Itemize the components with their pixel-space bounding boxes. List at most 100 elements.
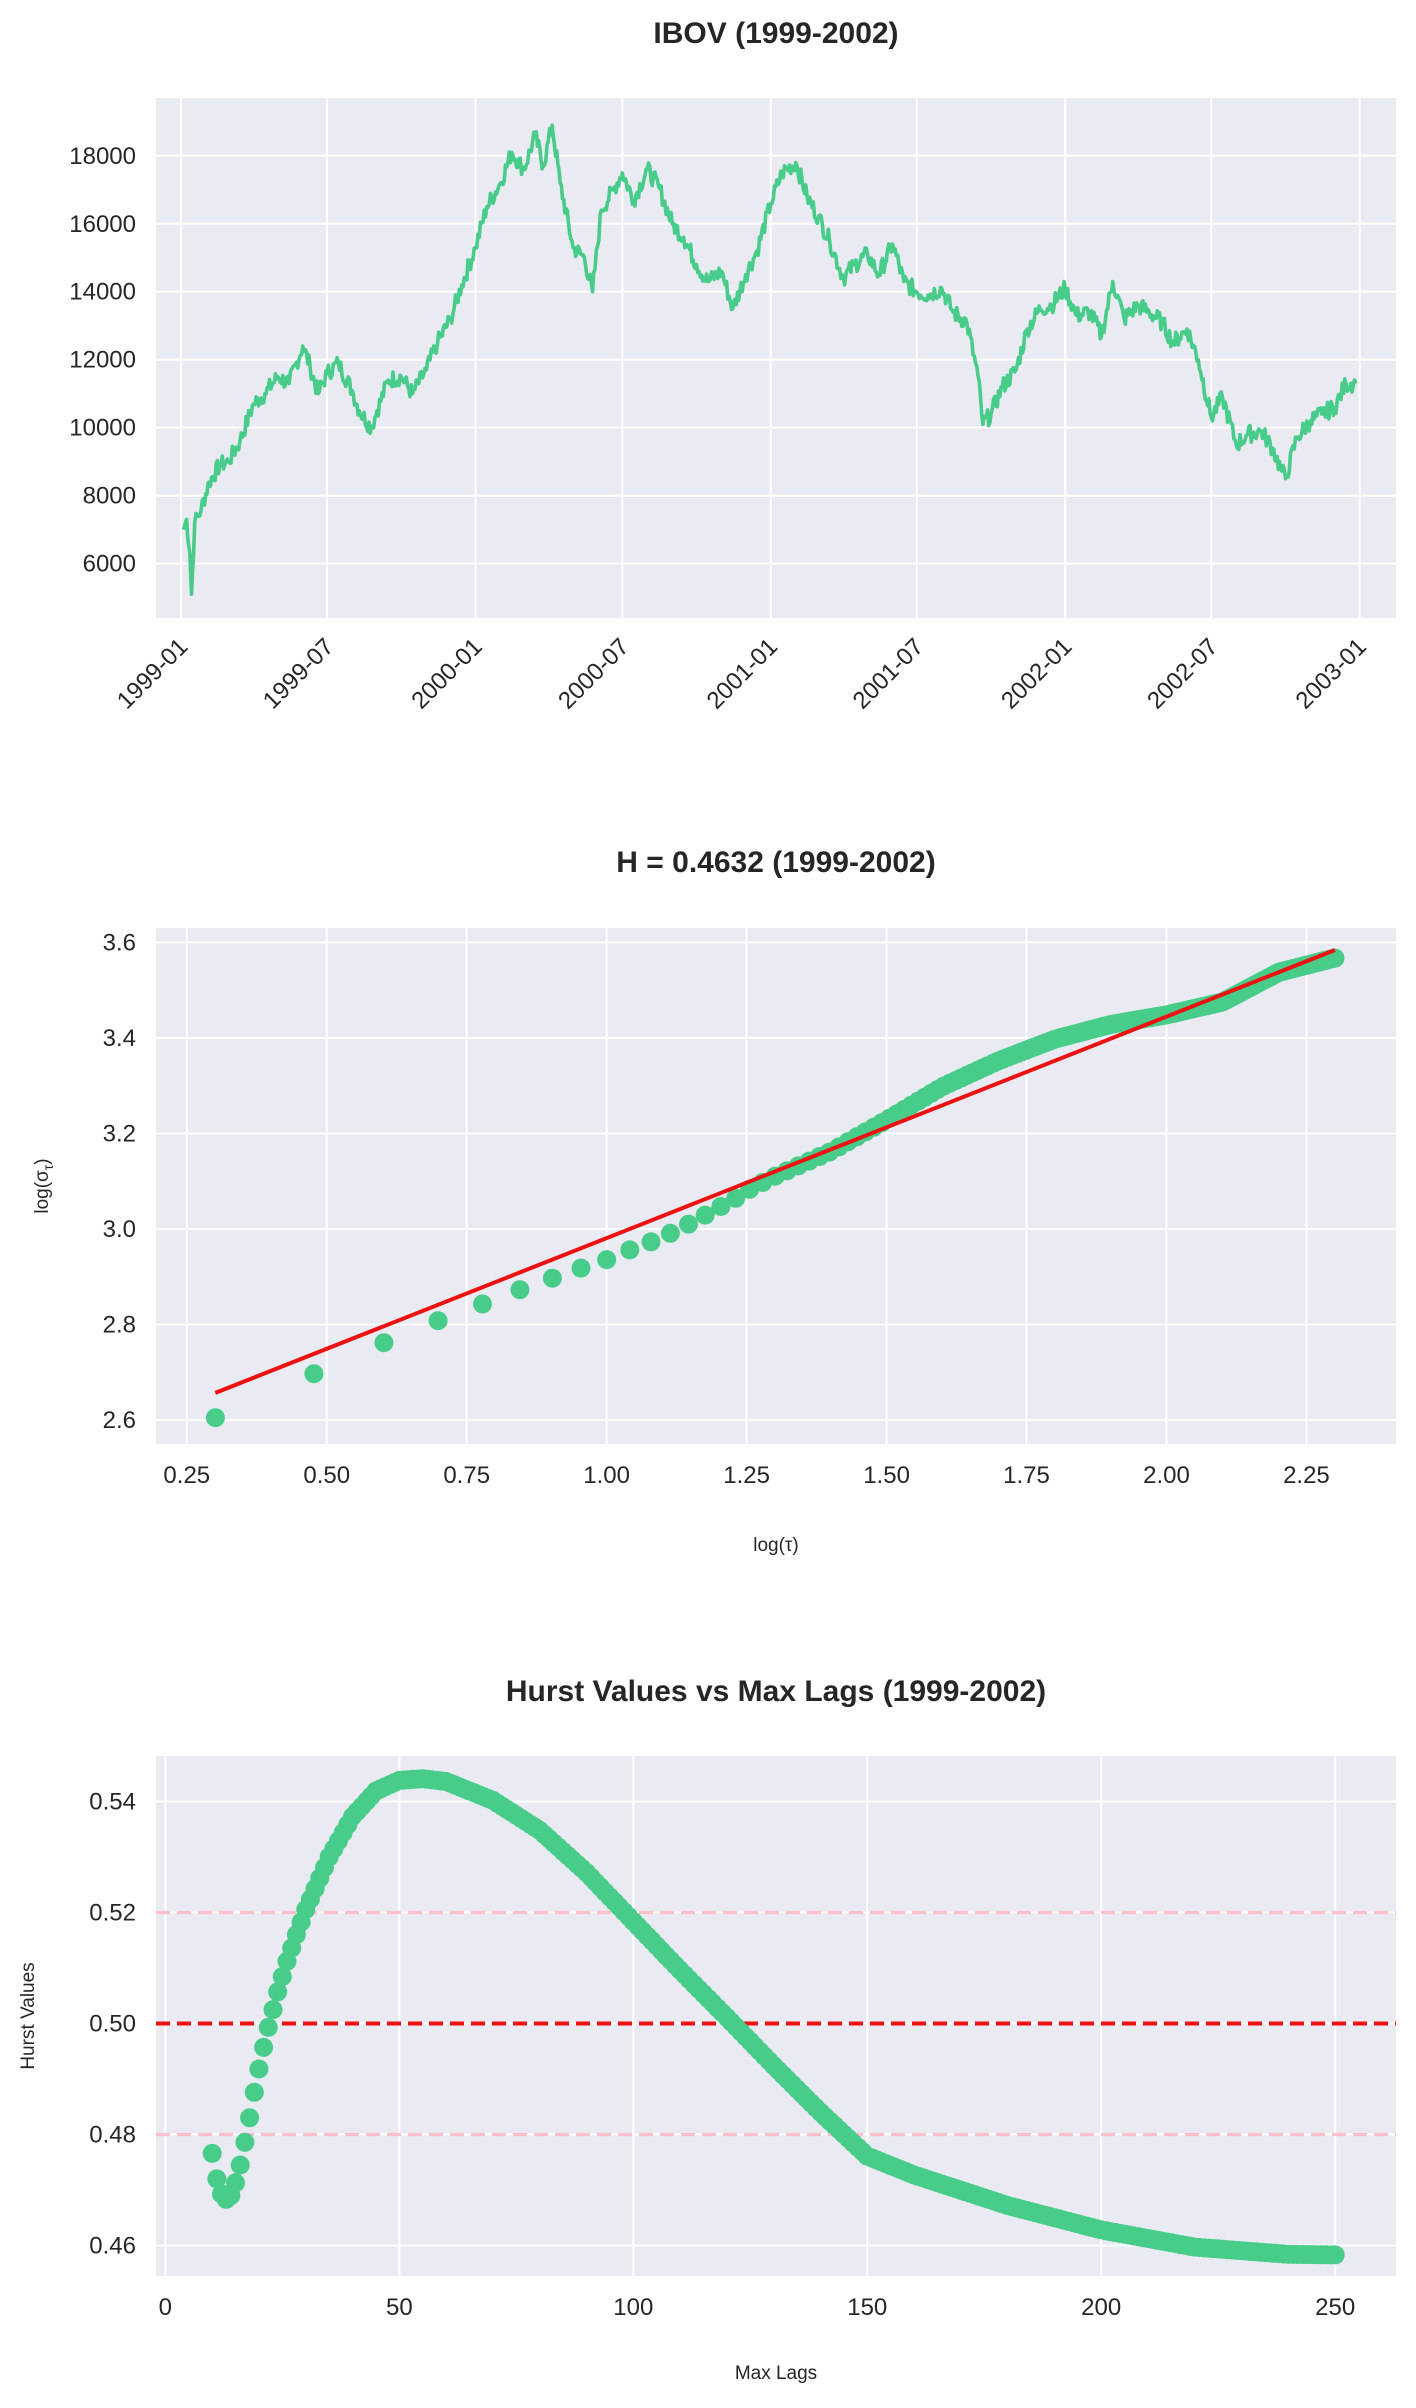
y-tick-label: 3.2 xyxy=(103,1120,136,1147)
y-tick-label: 3.6 xyxy=(103,929,136,956)
data-point xyxy=(304,1364,324,1384)
y-tick-labels: 0.46 0.48 0.50 0.52 0.54 xyxy=(89,1789,136,2260)
x-tick-label: 200 xyxy=(1081,2294,1121,2321)
y-axis-label: log(στ) xyxy=(32,1158,56,1213)
grid xyxy=(156,98,1396,618)
data-point xyxy=(726,1188,746,1208)
chart-title: H = 0.4632 (1999-2002) xyxy=(616,846,935,879)
x-tick-labels: 1999-01 1999-07 2000-01 2000-07 2001-01 2001-… xyxy=(112,633,1372,714)
data-point xyxy=(679,1214,698,1234)
x-tick-label: 1999-07 xyxy=(258,633,339,714)
x-tick-label: 0 xyxy=(159,2294,172,2321)
y-tick-label: 0.46 xyxy=(89,2232,136,2259)
data-point xyxy=(235,2132,255,2152)
x-tick-label: 1999-01 xyxy=(112,633,193,714)
chart-title: IBOV (1999-2002) xyxy=(653,17,898,50)
y-axis-label-close: ) xyxy=(32,1158,53,1164)
y-tick-labels: 6000 8000 10000 12000 14000 16000 18000 xyxy=(69,143,136,578)
x-tick-label: 2003-01 xyxy=(1291,633,1372,714)
data-point xyxy=(249,2059,269,2079)
series xyxy=(181,123,1358,596)
data-point xyxy=(1325,2245,1345,2265)
y-tick-label: 3.4 xyxy=(103,1025,136,1052)
y-tick-label: 8000 xyxy=(83,483,136,510)
data-point xyxy=(428,1311,448,1331)
x-tick-label: 2002-07 xyxy=(1142,633,1223,714)
x-tick-labels: 0 50 100 150 200 250 xyxy=(159,2294,1356,2321)
data-point xyxy=(542,1268,562,1288)
y-tick-label: 18000 xyxy=(69,143,136,170)
y-tick-label: 0.52 xyxy=(89,1899,136,1926)
y-tick-label: 2.6 xyxy=(103,1407,136,1434)
y-axis-label-subscript: τ xyxy=(40,1164,56,1170)
x-tick-label: 2000-01 xyxy=(406,633,487,714)
x-tick-label: 2002-01 xyxy=(996,633,1077,714)
y-tick-labels: 2.6 2.8 3.0 3.2 3.4 3.6 xyxy=(103,929,136,1434)
y-tick-label: 16000 xyxy=(69,211,136,238)
data-point xyxy=(510,1280,530,1300)
data-point xyxy=(620,1240,640,1260)
y-tick-label: 12000 xyxy=(69,347,136,374)
data-point xyxy=(597,1250,617,1270)
data-point xyxy=(254,2037,274,2057)
data-point xyxy=(660,1223,680,1243)
data-point xyxy=(244,2082,264,2102)
data-point xyxy=(711,1197,731,1216)
y-axis-label: Hurst Values xyxy=(18,1962,39,2069)
data-point xyxy=(272,1967,292,1987)
plot-area xyxy=(156,1756,1396,2276)
y-tick-label: 3.0 xyxy=(103,1216,136,1243)
y-axis-label-main: log(σ xyxy=(32,1170,53,1214)
y-tick-label: 10000 xyxy=(69,415,136,442)
x-tick-label: 2001-01 xyxy=(702,633,783,714)
series xyxy=(205,948,1345,1428)
data-point xyxy=(695,1205,715,1225)
data-point xyxy=(207,2169,227,2189)
x-tick-label: 0.25 xyxy=(163,1462,210,1489)
data-point xyxy=(258,2017,278,2037)
plot-area xyxy=(156,98,1396,618)
data-point xyxy=(263,2000,283,2020)
x-tick-label: 2.25 xyxy=(1283,1462,1330,1489)
x-tick-label: 250 xyxy=(1315,2294,1355,2321)
x-tick-labels: 0.25 0.50 0.75 1.00 1.25 1.50 1.75 2.00 2.25 xyxy=(163,1462,1329,1489)
data-point xyxy=(571,1258,591,1278)
x-tick-label: 2000-07 xyxy=(553,633,634,714)
x-tick-label: 50 xyxy=(386,2294,413,2321)
data-point xyxy=(374,1333,394,1353)
x-tick-label: 1.50 xyxy=(863,1462,910,1489)
panel-ibov-price: IBOV (1999-2002) 1999-01 1999-07 2000-01 20… xyxy=(69,17,1396,715)
y-tick-label: 0.48 xyxy=(89,2121,136,2148)
x-axis-label: log(τ) xyxy=(753,1535,799,1556)
data-point xyxy=(268,1982,288,2002)
series xyxy=(156,1769,1396,2265)
data-point xyxy=(230,2155,250,2175)
x-tick-label: 150 xyxy=(847,2294,887,2321)
x-axis-label: Max Lags xyxy=(735,2363,817,2384)
fit-line xyxy=(214,948,1336,1395)
x-tick-label: 1.75 xyxy=(1003,1462,1050,1489)
x-tick-label: 0.50 xyxy=(303,1462,350,1489)
panel-log-scaling: H = 0.4632 (1999-2002) 0.25 0.50 0.75 1.00 1… xyxy=(32,846,1396,1556)
data-point xyxy=(641,1232,661,1252)
data-point xyxy=(240,2108,260,2128)
chart-title: Hurst Values vs Max Lags (1999-2002) xyxy=(506,1675,1046,1708)
x-tick-label: 1.00 xyxy=(583,1462,630,1489)
x-tick-label: 100 xyxy=(613,2294,653,2321)
x-tick-label: 0.75 xyxy=(443,1462,490,1489)
data-point xyxy=(205,1408,225,1428)
x-tick-label: 1.25 xyxy=(723,1462,770,1489)
y-tick-label: 2.8 xyxy=(103,1312,136,1339)
data-point xyxy=(226,2173,245,2193)
x-tick-label: 2.00 xyxy=(1143,1462,1190,1489)
y-tick-label: 6000 xyxy=(83,551,136,578)
data-point xyxy=(202,2143,222,2163)
y-tick-label: 14000 xyxy=(69,279,136,306)
ibov-price-line xyxy=(181,123,1358,596)
x-tick-label: 2001-07 xyxy=(848,633,929,714)
panel-hurst-vs-lags: Hurst Values vs Max Lags (1999-2002) 0 50… xyxy=(18,1675,1396,2384)
y-tick-label: 0.50 xyxy=(89,2010,136,2037)
data-point xyxy=(473,1294,492,1314)
